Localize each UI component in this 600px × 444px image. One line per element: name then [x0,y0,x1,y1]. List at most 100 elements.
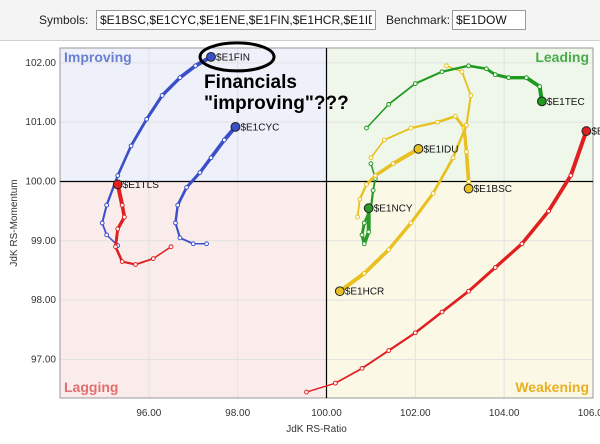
tail-segment-e1fin [145,93,164,121]
tail-point-e1ncy [370,187,376,193]
tail-point-e1ene [466,288,472,294]
tail-point-e1tls [119,259,125,264]
tail-segment-e1tec [467,64,488,71]
tail-segment-e1hcr [461,70,472,97]
tail-segment-e1ene [467,266,497,293]
tail-point-e1tls [133,262,138,267]
head-point-e1ncy [363,203,374,214]
y-tick-label: 101.00 [25,117,56,128]
head-point-e1tec [537,96,547,107]
tail-segment-e1ene [568,129,589,178]
tail-point-e1tls [115,226,121,232]
quadrant-lagging [60,181,327,398]
tail-point-e1hcr [430,190,436,196]
head-point-e1ene [581,126,592,136]
series-label-e1idu: $E1IDU [423,144,458,155]
benchmark-input[interactable] [452,10,526,30]
tail-point-e1cyc [177,235,183,241]
tail-point-e1fin [177,75,183,81]
quadrant-label-weakening: Weakening [515,379,589,395]
tail-segment-e1tec [414,70,444,85]
tail-point-e1hcr [386,247,392,253]
tail-point-e1tec [537,84,543,89]
x-tick-label: 104.00 [489,408,520,419]
x-tick-label: 106.00 [578,408,600,419]
tail-point-e1idu [364,182,369,187]
tail-point-e1tec [484,66,489,72]
tail-point-e1cyc [184,185,189,190]
tail-point-e1tec [364,125,369,131]
symbols-input[interactable] [96,10,376,30]
tail-point-e1tls [119,202,125,208]
series-label-e1ene: $E1ENE [591,127,600,138]
tail-segment-e1tls [152,245,172,260]
x-tick-label: 102.00 [400,408,431,419]
annotation-line-2: "improving"??? [204,93,349,114]
tail-segment-e1fin [116,144,133,177]
benchmark-label: Benchmark: [386,13,451,27]
tail-segment-e1ene [546,173,573,214]
tail-segment-e1fin [178,63,198,80]
tail-point-e1ene [546,208,551,214]
series-label-e1cyc: $E1CYC [240,122,279,133]
x-tick-label: 98.00 [225,408,250,419]
tail-point-e1hcr [444,63,449,69]
tail-segment-e1hcr [451,123,468,159]
y-tick-label: 100.00 [25,176,56,187]
x-tick-label: 96.00 [136,408,161,419]
tail-segment-e1cyc [209,138,227,160]
tail-point-e1ene [359,365,365,371]
tail-segment-e1hcr [362,247,391,276]
tail-point-e1idu [355,214,360,220]
tail-point-e1ene [439,309,445,315]
tail-point-e1cyc [197,170,203,175]
tail-segment-e1hcr [431,156,455,195]
tail-segment-e1ene [387,331,417,352]
tail-segment-e1cyc [174,203,179,225]
quadrant-improving [60,48,327,182]
tail-point-e1hcr [468,93,474,98]
tail-segment-e1idu [356,198,361,218]
tail-point-e1bsc [435,119,440,125]
tail-point-e1tls [113,244,118,250]
tail-point-e1ene [568,173,574,178]
tail-point-e1ene [412,330,418,336]
tail-point-e1bsc [368,155,374,161]
tail-segment-e1tec [387,82,417,106]
series-label-e1hcr: $E1HCR [345,287,384,298]
head-point-e1tls [112,179,123,190]
tail-point-e1ene [386,348,392,353]
tail-segment-e1ene [414,310,444,334]
tail-segment-e1bsc [436,114,457,124]
tail-point-e1tec [523,75,529,81]
tail-point-e1bsc [464,149,469,155]
tail-point-e1tec [439,69,445,75]
tail-segment-e1cyc [185,171,202,189]
tail-point-e1tls [122,214,127,220]
tail-segment-e1bsc [464,149,471,184]
tail-segment-e1bsc [453,114,466,130]
tail-point-e1tls [150,256,156,261]
tail-point-e1tls [168,244,174,250]
tail-point-e1ncy [368,161,374,167]
tail-segment-e1tls [114,245,124,263]
tail-point-e1cyc [190,241,196,247]
tail-segment-e1ene [493,242,524,270]
quadrant-label-lagging: Lagging [64,379,118,395]
tail-point-e1ene [519,241,525,247]
tail-point-e1fin [99,220,105,226]
tail-segment-e1fin [101,204,108,225]
tail-segment-e1ene [440,289,470,314]
tail-segment-e1idu [358,183,368,201]
tail-point-e1cyc [175,202,181,208]
y-axis-title: JdK RS-Momentum [9,179,20,266]
quadrant-label-leading: Leading [535,49,589,65]
tail-segment-e1hcr [409,191,435,225]
tail-segment-e1ene [520,209,551,246]
tail-point-e1hcr [361,271,367,276]
tail-segment-e1tec [365,103,390,129]
highlight-ellipse [198,41,276,73]
tail-point-e1ncy [359,232,365,238]
tail-point-e1fin [144,116,150,122]
tail-point-e1tec [386,101,392,107]
